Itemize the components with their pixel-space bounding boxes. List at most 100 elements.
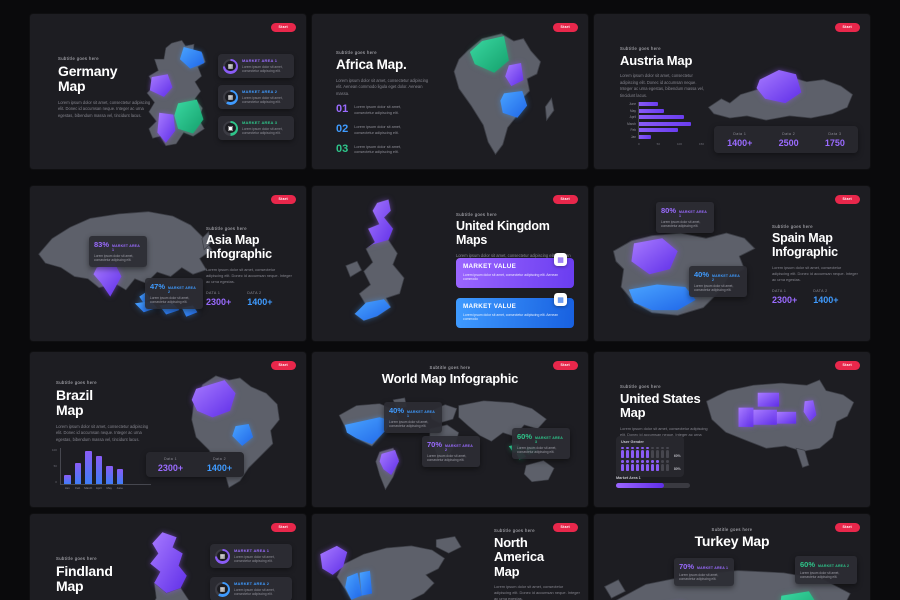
slide-title: Germany Map [58,63,118,95]
slide-subtitle: Subtitle goes here [56,556,97,561]
stats-card: Data 1 2300+ Data 2 1400+ [146,452,244,477]
market-area-card: ▦ MARKET AREA 1 Lorem ipsum dolor sit am… [218,54,294,79]
asia-map-graphic [38,211,213,317]
region-highlight-finland-north [150,532,187,594]
slide-turkey-map[interactable]: Start Subtitle goes here Turkey Map 70% … [594,514,870,600]
market-value-text: Lorem ipsum dolor sit amet, consectetur … [463,272,558,282]
region-highlight-west [149,74,173,97]
progress-bar [616,483,690,488]
slide-brazil-map[interactable]: Start Subtitle goes here Brazil Map Lore… [30,352,306,507]
slide-africa-map[interactable]: Start Subtitle goes here Africa Map. Lor… [312,14,588,169]
person-icon [655,446,660,458]
slide-subtitle: Subtitle goes here [429,365,471,370]
percent-callout: 70% MARKET AREA 1 Lorem ipsum dolor sit … [674,558,734,586]
list-item: 02 Lorem ipsum dolor sit amet, consectet… [336,123,436,137]
slide-title: Turkey Map [694,533,770,549]
item-number: 03 [336,142,349,155]
callout-label: MARKET AREA 2 [818,563,850,568]
slide-austria-map[interactable]: Start Subtitle goes here Austria Map Lor… [594,14,870,169]
region-highlight-northwest [631,238,678,275]
numbered-list: 01 Lorem ipsum dolor sit amet, consectet… [336,104,436,163]
slide-title: Africa Map. [336,57,407,72]
stat: Data 2 1400+ [207,457,232,473]
slide-title: Asia Map Infographic [206,233,272,261]
market-value-label: MARKET VALUE [463,263,517,270]
stat-value: 1400+ [813,295,839,306]
region-highlight-scotland [366,199,393,249]
slide-spain-map-infographic[interactable]: Start 80% MARKET AREA 1 Lorem ipsum dolo… [594,186,870,341]
list-item: 03 Lorem ipsum dolor sit amet, consectet… [336,142,436,157]
slide-asia-map-infographic[interactable]: Start 83% MARKET AREA 1 Lorem ipsum dolo… [30,186,306,341]
slide-united-kingdom-maps[interactable]: Start Subtitle goes here United Kingdom … [312,186,588,341]
person-icon [625,446,630,458]
callout-label: MARKET AREA 3 [535,435,563,444]
slide-subtitle: Subtitle goes here [58,56,99,61]
region-highlight-northeast [179,47,205,69]
market-area-card: ▦ MARKET AREA 1 Lorem ipsum dolor sit am… [210,544,292,569]
stat-value: 1400+ [247,297,273,308]
stat: DATA 2 1400+ [813,289,838,305]
stat: DATA 2 1400+ [247,291,272,307]
item-text: Lorem ipsum dolor sit amet, consectetur … [354,124,402,135]
person-icon [635,460,640,471]
percent-value: 40% [389,405,405,415]
state-highlight-illinois [803,400,817,422]
uk-map-graphic [345,199,405,321]
sale-badge: Start [270,23,296,32]
percent-value: 80% [661,205,677,215]
grid-icon: ▦ [227,63,234,70]
callout-text: Lorem ipsum dolor sit amet, consectetur … [427,453,467,463]
percent-callout: 83% MARKET AREA 1 Lorem ipsum dolor sit … [89,236,147,267]
stat-label: Data 1 [733,131,747,136]
text-column: Subtitle goes here Africa Map. Lorem ips… [336,50,432,97]
person-icon [630,446,635,458]
state-highlight-kansas [776,411,797,424]
person-icon [665,446,670,458]
callout-text: Lorem ipsum dolor sit amet, consectetur … [517,445,557,455]
region-highlight-brazil [379,449,399,476]
north-america-map-graphic [320,536,462,600]
brazil-bar-chart: 100 50 0 Jan Feb March April May June [52,448,151,490]
slide-findland-map[interactable]: Start Subtitle goes here Findland Map Lo… [30,514,306,600]
thrace [604,579,626,599]
chart-icon: ▦ [554,253,567,266]
person-icon [630,460,635,471]
australia [523,460,555,483]
region-highlight-india [93,263,122,297]
gender-pictogram-row: 60% [621,446,681,458]
slide-united-states-map[interactable]: Start Subtitle goes here United States M… [594,352,870,507]
slide-germany-map[interactable]: Start Subtitle goes here Germany Map Lor… [30,14,306,169]
camera-icon: ▣ [227,125,234,132]
text-column: Subtitle goes here Brazil Map Lorem ipsu… [56,380,150,443]
chart-icon: ▦ [554,293,567,306]
percent-callout: 40% MARKET AREA 2 Lorem ipsum dolor sit … [689,266,747,297]
slide-subtitle: Subtitle goes here [494,528,535,533]
grid-icon: ▦ [219,553,226,560]
stat-label: DATA 1 [772,289,787,294]
region-highlight-amazonas [191,380,236,418]
percent-value: 70% [427,439,443,449]
greenland [435,536,462,554]
header-block: Subtitle goes here World Map Infographic [312,365,588,391]
stat-value: 2500 [778,137,799,148]
market-value-card: MARKET VALUE Lorem ipsum dolor sit amet,… [456,253,574,288]
percent-callout: 80% MARKET AREA 1 Lorem ipsum dolor sit … [656,202,714,233]
region-highlight-algeria [469,36,509,73]
text-column: Subtitle goes here Asia Map Infographic … [206,226,292,307]
stat-value: 2300+ [772,295,798,306]
callout-text: Lorem ipsum dolor sit amet, consectetur … [150,295,190,305]
state-highlight-south-dakota [757,392,780,407]
slide-subtitle: Subtitle goes here [336,50,377,55]
region-highlight-andalusia [628,284,696,311]
stat-label: Data 3 [828,131,842,136]
person-icon [621,446,625,458]
stat-value: 2300+ [157,462,184,473]
person-icon [645,460,650,471]
stat-value: 1750 [824,137,845,148]
text-column: Subtitle goes here United States Map Lor… [620,384,712,444]
slide-subtitle: Subtitle goes here [456,212,497,217]
slide-north-america-map[interactable]: Start Subtitle goes here North America M… [312,514,588,600]
item-text: Lorem ipsum dolor sit amet, consectetur … [354,105,402,115]
slide-world-map-infographic[interactable]: Start Subtitle goes here World Map Infog… [312,352,588,507]
sale-badge: Start [270,195,296,204]
